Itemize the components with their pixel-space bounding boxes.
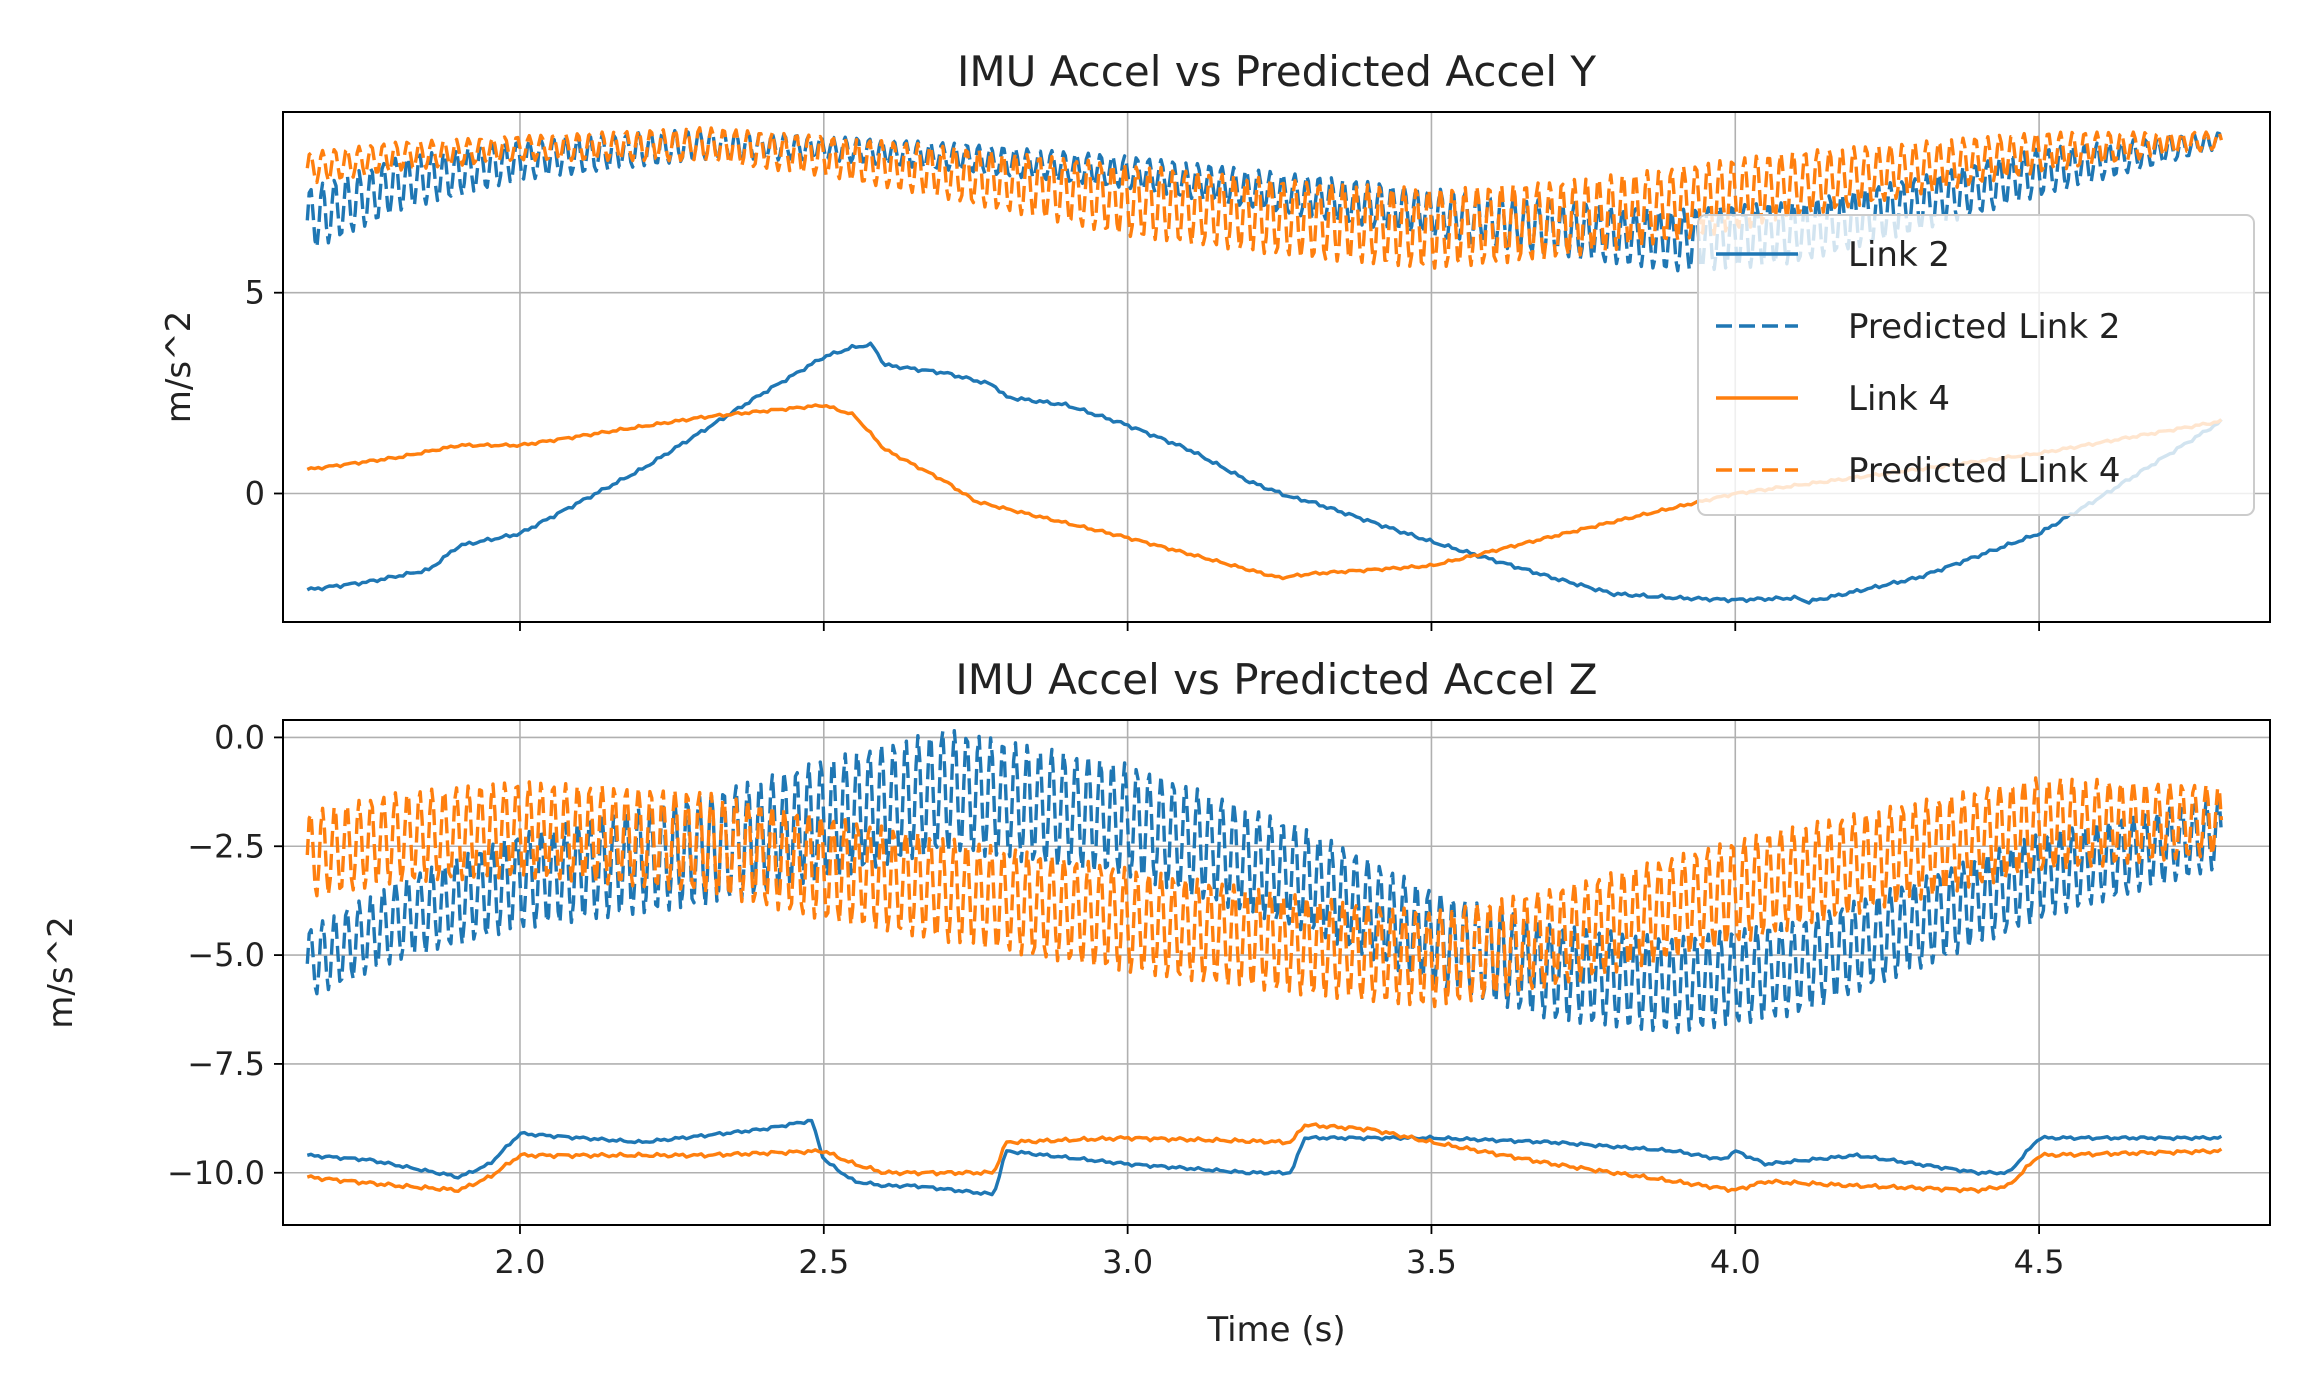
y-tick-label: 0 <box>245 474 265 512</box>
x-tick-label: 3.0 <box>1102 1243 1153 1281</box>
y-tick-label: 5 <box>245 274 265 312</box>
y-tick-label: −2.5 <box>187 827 265 865</box>
subplot-2: 2.0 2.5 3.0 3.5 4.0 4.5 0.0 −2.5 −5.0 −7.5 −10.0 IM… <box>41 655 2271 1350</box>
y-axis-label: m/s^2 <box>41 916 81 1028</box>
y-axis-label: m/s^2 <box>159 311 199 423</box>
chart-title: IMU Accel vs Predicted Accel Z <box>955 655 1597 704</box>
legend-frame <box>1697 214 2255 516</box>
y-tick-label: −5.0 <box>187 936 265 974</box>
legend-entry-label: Link 4 <box>1848 379 1950 419</box>
x-axis-label: Time (s) <box>1206 1310 1345 1350</box>
axes-frame <box>282 719 2271 1226</box>
legend-entry-label: Link 2 <box>1848 235 1950 275</box>
legend-entry-label: Predicted Link 4 <box>1848 451 2120 491</box>
series-group <box>305 126 2224 605</box>
series-line-link-4 <box>306 1122 2223 1194</box>
x-tick-label: 2.0 <box>495 1243 546 1281</box>
series-line-predicted-link-4 <box>305 776 2224 1009</box>
x-tick-label: 2.5 <box>798 1243 849 1281</box>
x-tick-label: 4.0 <box>1710 1243 1761 1281</box>
series-line-link-2 <box>306 341 2223 605</box>
chart-title: IMU Accel vs Predicted Accel Y <box>957 47 1596 96</box>
legend: Link 2 Predicted Link 2 Link 4 Predicted Li… <box>1697 214 2255 516</box>
legend-entry-label: Predicted Link 2 <box>1848 307 2120 347</box>
y-tick-label: −7.5 <box>187 1045 265 1083</box>
y-tick-label: −10.0 <box>167 1154 265 1192</box>
series-group <box>305 729 2224 1197</box>
y-tick-label: 0.0 <box>214 718 265 756</box>
axes-frame <box>282 111 2271 623</box>
subplot-1: 0 5 IMU Accel vs Predicted Accel Y m/s^2 Lin… <box>159 47 2271 631</box>
series-line-predicted-link-4 <box>305 126 2224 270</box>
x-tick-label: 4.5 <box>2014 1243 2065 1281</box>
series-line-predicted-link-2 <box>305 729 2224 1035</box>
x-tick-label: 3.5 <box>1406 1243 1457 1281</box>
series-line-link-2 <box>306 1118 2223 1197</box>
